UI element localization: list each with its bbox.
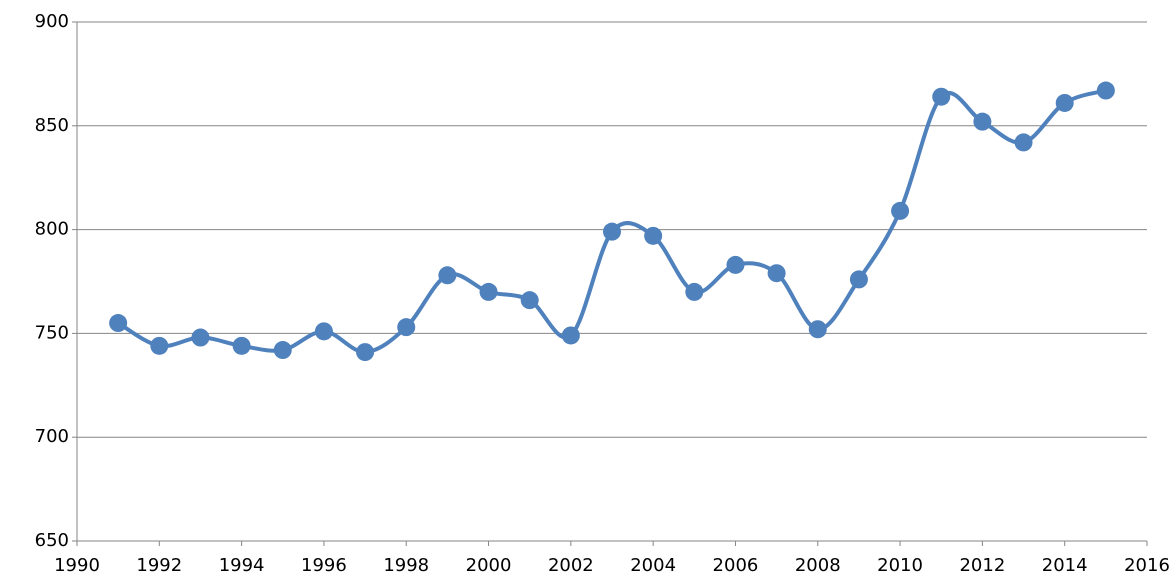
x-tick-label: 1994 (219, 555, 265, 576)
data-point (644, 226, 663, 245)
data-point (726, 255, 745, 274)
data-point (561, 326, 580, 345)
data-point (685, 282, 704, 301)
data-point (603, 222, 621, 241)
data-point (767, 264, 786, 283)
x-tick-label: 1996 (301, 555, 347, 576)
data-point (1055, 93, 1074, 112)
data-point (191, 328, 210, 347)
y-tick-label: 850 (35, 115, 69, 136)
data-point (356, 343, 375, 362)
data-point (932, 87, 951, 106)
y-tick-label: 700 (35, 426, 69, 447)
data-point (150, 336, 169, 355)
data-point (891, 201, 910, 220)
x-tick-label: 2014 (1042, 555, 1088, 576)
data-point (1014, 133, 1033, 152)
x-tick-label: 1998 (383, 555, 429, 576)
data-point (479, 282, 498, 301)
x-tick-label: 2006 (713, 555, 759, 576)
data-point (849, 270, 868, 289)
data-point (438, 266, 457, 285)
y-tick-label: 900 (35, 11, 69, 32)
x-tick-label: 2016 (1124, 555, 1170, 576)
y-tick-label: 800 (35, 219, 69, 240)
x-tick-label: 1990 (54, 555, 100, 576)
x-tick-label: 2010 (877, 555, 923, 576)
x-tick-label: 1992 (136, 555, 182, 576)
data-point (397, 318, 416, 337)
data-point (273, 341, 292, 360)
data-point (1096, 81, 1115, 100)
data-point (520, 291, 539, 310)
data-line (117, 88, 1107, 355)
x-tick-label: 2000 (466, 555, 512, 576)
data-point (109, 314, 128, 333)
data-point (973, 112, 992, 131)
y-tick-label: 650 (35, 530, 69, 551)
x-tick-label: 2004 (630, 555, 676, 576)
data-point (314, 322, 333, 341)
x-tick-label: 2012 (959, 555, 1005, 576)
data-point (808, 320, 827, 339)
data-point (232, 336, 251, 355)
x-tick-label: 2008 (795, 555, 841, 576)
y-tick-label: 750 (35, 322, 69, 343)
x-tick-label: 2002 (548, 555, 594, 576)
